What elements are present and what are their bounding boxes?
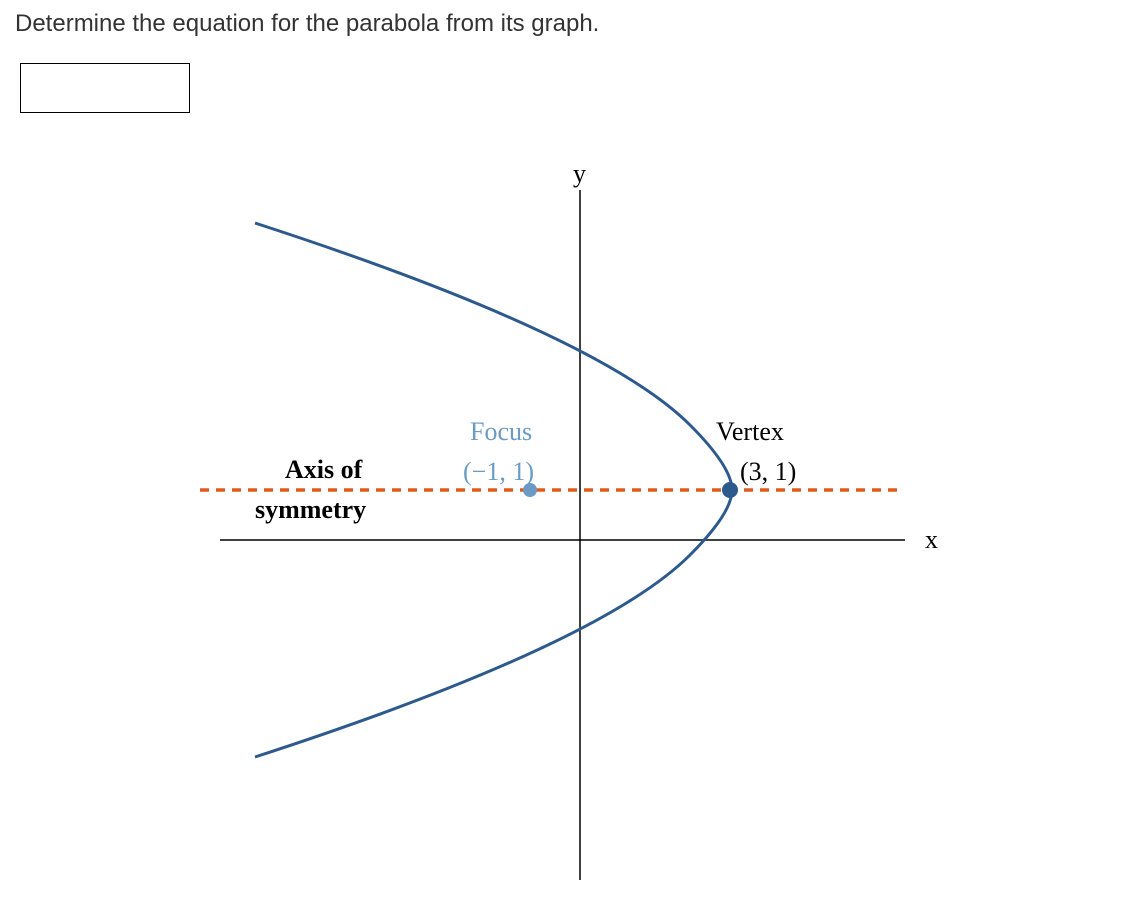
focus-title: Focus xyxy=(470,417,532,446)
vertex-coords: (3, 1) xyxy=(740,457,796,486)
axis-symmetry-label-line2: symmetry xyxy=(255,495,366,524)
parabola-graph: y x Focus (−1, 1) Vertex (3, 1) Axis of … xyxy=(180,160,950,890)
vertex-title: Vertex xyxy=(716,417,784,446)
question-text: Determine the equation for the parabola … xyxy=(0,0,1132,48)
vertex-point xyxy=(722,482,738,498)
focus-coords: (−1, 1) xyxy=(463,457,534,486)
y-axis-label: y xyxy=(573,160,586,188)
graph-svg: y x Focus (−1, 1) Vertex (3, 1) Axis of … xyxy=(180,160,950,890)
answer-input[interactable] xyxy=(20,63,190,113)
axis-symmetry-label-line1: Axis of xyxy=(285,455,363,484)
x-axis-label: x xyxy=(925,525,938,554)
